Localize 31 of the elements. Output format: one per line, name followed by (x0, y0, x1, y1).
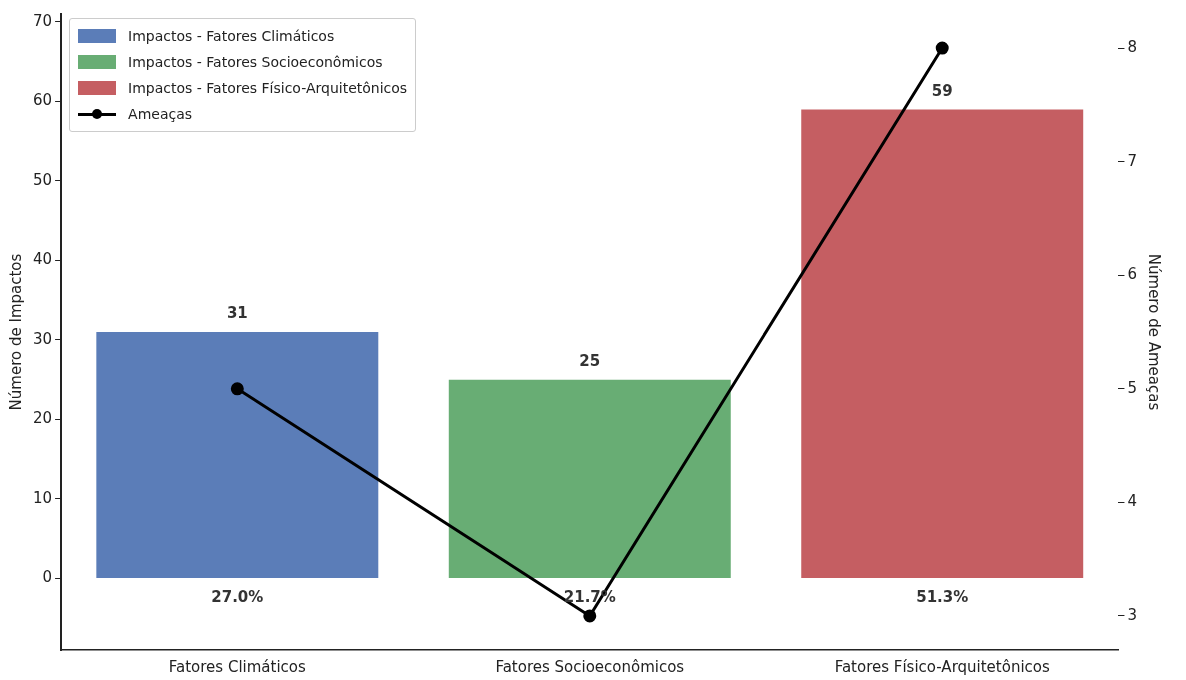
legend-label: Ameaças (128, 106, 193, 122)
data-label: 31 (226, 304, 248, 323)
annotation: 27.0% (211, 587, 264, 606)
y2-tick-label: 3 (1127, 605, 1137, 624)
point (935, 41, 949, 55)
x-tick-label: Fatores Climáticos (168, 657, 307, 676)
y-tick-label: 50 (32, 170, 53, 189)
y2-tick-label: 5 (1127, 378, 1137, 397)
point (230, 382, 244, 396)
y2-tick-label: 6 (1127, 265, 1137, 284)
y-tick-label: 0 (42, 568, 53, 587)
y-tick-label: 20 (32, 409, 53, 428)
y-tick-label: 70 (32, 11, 53, 30)
annotation: 51.3% (916, 587, 969, 606)
y-tick-label: 10 (32, 488, 53, 507)
x-tick-label: Fatores Socioeconômicos (495, 657, 685, 676)
y-tick-label: 40 (32, 250, 53, 269)
data-label: 59 (931, 81, 953, 100)
y-axis-title: Número de Impactos (6, 253, 25, 411)
data-label: 25 (579, 352, 601, 371)
y-tick-label: 60 (32, 91, 53, 110)
y2-tick-label: 7 (1127, 151, 1137, 170)
y-tick-label: 30 (32, 329, 53, 348)
legend-label: Impactos - Fatores Socioeconômicos (128, 54, 383, 70)
legend-label: Impactos - Fatores Físico-Arquitetônicos (128, 80, 408, 96)
x-tick-label: Fatores Físico-Arquitetônicos (834, 657, 1050, 676)
y2-tick-label: 4 (1127, 492, 1137, 511)
legend-label: Impactos - Fatores Climáticos (128, 28, 335, 44)
point (583, 609, 597, 623)
y2-tick-label: 8 (1127, 37, 1137, 56)
y2-axis-title: Número de Ameaças (1145, 253, 1164, 411)
